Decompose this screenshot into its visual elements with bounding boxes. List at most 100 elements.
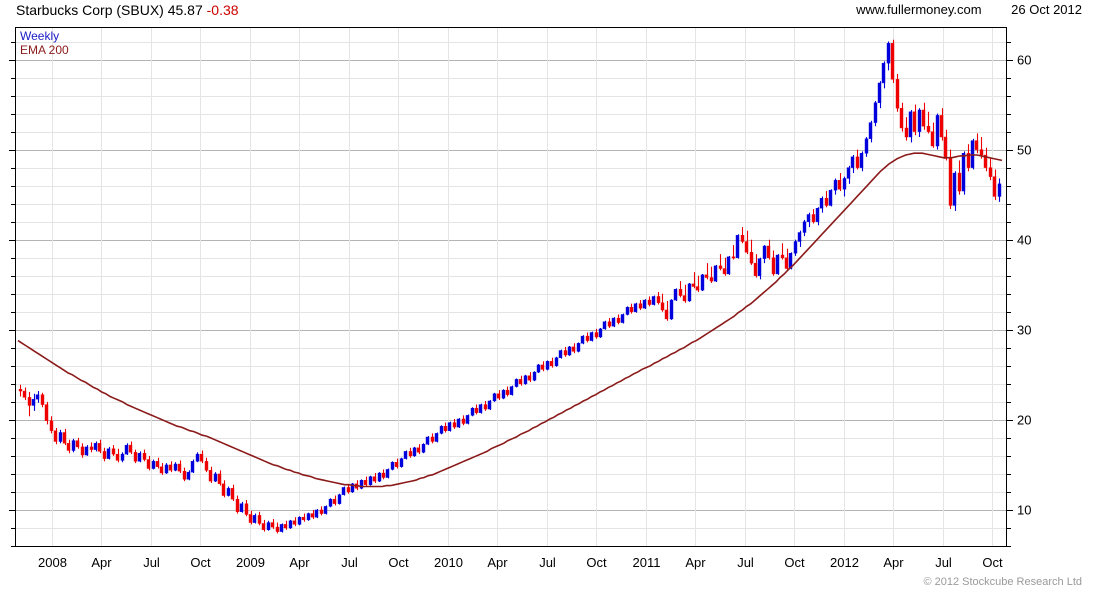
x-tick-label: Oct (388, 555, 409, 570)
y-tick-right (1006, 221, 1011, 223)
y-tick-left (11, 546, 16, 547)
chart-date: 26 Oct 2012 (1011, 2, 1082, 17)
y-tick-right (1006, 401, 1011, 403)
x-tick-label: 2010 (434, 555, 463, 570)
y-tick-left (11, 311, 16, 313)
y-tick-right (1006, 509, 1013, 511)
chart-gridlines (16, 28, 1006, 546)
y-tick-left (11, 257, 16, 259)
x-tick-label: Apr (685, 555, 706, 570)
y-tick-right (1006, 347, 1011, 349)
y-tick-right (1006, 167, 1011, 169)
y-tick-right (1006, 131, 1011, 133)
y-tick-right (1006, 257, 1011, 259)
y-tick-left (11, 95, 16, 97)
y-tick-right (1006, 419, 1013, 421)
y-axis-left (0, 27, 16, 547)
y-tick-left (11, 365, 16, 367)
y-tick-left (9, 59, 16, 61)
x-tick-label: 2012 (830, 555, 859, 570)
x-tick-label: Oct (982, 555, 1003, 570)
y-tick-left (9, 509, 16, 511)
y-tick-right (1006, 95, 1011, 97)
x-tick-label: 2009 (236, 555, 265, 570)
y-tick-right (1006, 149, 1013, 151)
x-axis: 2008 Apr Jul Oct 2009 Apr Jul Oct 2010 Apr Jul Oct 2… (15, 546, 1007, 572)
y-tick-left (11, 275, 16, 277)
y-tick-left (11, 437, 16, 439)
y-tick-label: 60 (1017, 52, 1032, 68)
plot-area[interactable] (15, 27, 1007, 547)
y-tick-left (11, 203, 16, 205)
y-tick-left (11, 221, 16, 223)
chart-series (17, 39, 1003, 534)
y-tick-left (11, 167, 16, 169)
x-tick-label: Jul (539, 555, 556, 570)
x-tick-label: Jul (935, 555, 952, 570)
y-tick-left (9, 149, 16, 151)
y-tick-label: 50 (1017, 142, 1032, 158)
y-tick-left (11, 473, 16, 475)
source-website: www.fullermoney.com (856, 2, 982, 17)
y-tick-right (1006, 77, 1011, 79)
x-tick-label: Jul (341, 555, 358, 570)
y-tick-label: 40 (1017, 232, 1032, 248)
x-tick-label: Apr (289, 555, 310, 570)
chart-header: Starbucks Corp (SBUX) 45.87 -0.38 www.fu… (0, 0, 1100, 22)
y-tick-right (1006, 455, 1011, 457)
y-tick-right (1006, 41, 1011, 43)
y-tick-left (11, 527, 16, 529)
y-tick-right (1006, 59, 1013, 61)
y-tick-right (1006, 311, 1011, 313)
y-tick-right (1006, 473, 1011, 475)
y-tick-right (1006, 185, 1011, 187)
y-tick-right (1006, 203, 1011, 205)
y-tick-left (11, 383, 16, 385)
y-tick-right (1006, 275, 1011, 277)
y-tick-left (9, 419, 16, 421)
header-meta: www.fullermoney.com 26 Oct 2012 (856, 2, 1082, 17)
instrument-title: Starbucks Corp (SBUX) 45.87 -0.38 (16, 2, 239, 18)
y-tick-label: 30 (1017, 322, 1032, 338)
x-tick-label: Apr (487, 555, 508, 570)
y-tick-label: 10 (1017, 502, 1032, 518)
y-tick-left (11, 401, 16, 403)
y-tick-left (11, 113, 16, 115)
x-tick-label: 2011 (632, 555, 661, 570)
y-tick-right (1006, 113, 1011, 115)
y-tick-left (11, 185, 16, 187)
y-tick-right (1006, 239, 1013, 241)
y-tick-left (11, 347, 16, 349)
x-tick-label: Oct (586, 555, 607, 570)
y-tick-left (11, 77, 16, 79)
x-tick-label: Jul (737, 555, 754, 570)
y-tick-left (9, 329, 16, 331)
x-tick-label: Apr (91, 555, 112, 570)
copyright-notice: © 2012 Stockcube Research Ltd (923, 576, 1082, 588)
y-tick-right (1006, 383, 1011, 385)
y-tick-left (11, 293, 16, 295)
y-tick-right (1006, 527, 1011, 529)
price-change: -0.38 (206, 2, 239, 18)
x-tick-label: Oct (784, 555, 805, 570)
y-tick-right (1006, 365, 1011, 367)
instrument-name-price: Starbucks Corp (SBUX) 45.87 (16, 2, 203, 18)
y-axis-right: 10 20 30 40 50 60 (1006, 27, 1086, 547)
x-tick-label: 2008 (38, 555, 67, 570)
y-tick-left (9, 239, 16, 241)
y-tick-right (1006, 546, 1011, 547)
plot-inner (16, 28, 1006, 546)
y-tick-right (1006, 491, 1011, 493)
y-tick-left (11, 455, 16, 457)
y-tick-left (11, 131, 16, 133)
y-tick-right (1006, 293, 1011, 295)
y-tick-right (1006, 329, 1013, 331)
x-tick-label: Oct (190, 555, 211, 570)
y-tick-right (1006, 437, 1011, 439)
y-tick-label: 20 (1017, 412, 1032, 428)
x-tick-label: Apr (883, 555, 904, 570)
y-tick-left (11, 41, 16, 43)
x-tick-label: Jul (143, 555, 160, 570)
y-tick-left (11, 491, 16, 493)
